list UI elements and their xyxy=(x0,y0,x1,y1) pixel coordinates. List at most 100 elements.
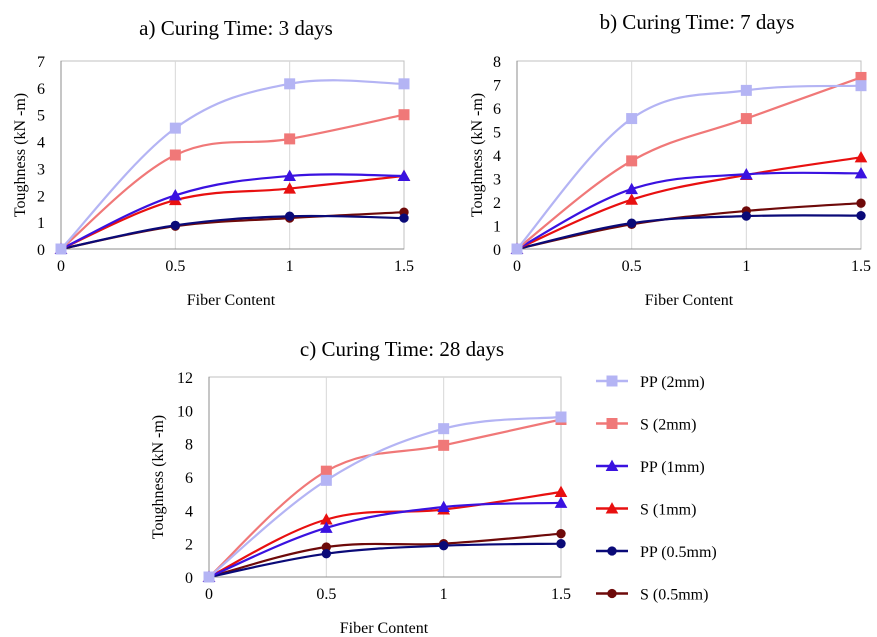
x-tick-label-b: 0 xyxy=(513,258,521,275)
series-line-c-5 xyxy=(208,532,562,579)
data-point-a-3 xyxy=(283,182,296,194)
data-point-a-4 xyxy=(170,220,181,231)
data-point-a-2 xyxy=(283,169,296,182)
data-point-c-0 xyxy=(320,474,332,486)
legend-item: PP (1mm) xyxy=(596,459,705,476)
data-point-c-4 xyxy=(438,540,449,551)
data-point-b-2 xyxy=(854,167,868,179)
y-tick-label-c: 0 xyxy=(185,570,193,587)
data-point-b-0 xyxy=(511,243,523,255)
legend-label: PP (2mm) xyxy=(640,374,705,391)
plot-marks-c: 0 0.5 1 1.5 0 2 4 6 8 10 12 xyxy=(177,370,571,603)
data-point-c-0 xyxy=(438,423,450,435)
chart-panel-b: b) Curing Time: 7 days Fiber Content Tou… xyxy=(469,10,871,309)
y-axis-label-a: Toughness (kN -m) xyxy=(12,93,29,217)
y-tick-label-a: 1 xyxy=(37,215,45,232)
series-line-a-2 xyxy=(60,173,405,250)
x-tick-label-c: 1.5 xyxy=(551,586,571,603)
x-tick-label-b: 1 xyxy=(742,258,750,275)
data-point-a-0 xyxy=(284,78,296,90)
legend-item: S (0.5mm) xyxy=(596,587,708,604)
legend-circle-marker xyxy=(607,546,617,556)
legend-label: S (1mm) xyxy=(640,502,696,519)
y-tick-label-b: 1 xyxy=(493,219,501,236)
chart-title-c: c) Curing Time: 28 days xyxy=(300,337,504,361)
y-tick-label-b: 6 xyxy=(493,101,501,118)
x-tick-label-b: 1.5 xyxy=(851,258,871,275)
data-point-c-1 xyxy=(320,465,332,477)
data-point-b-1 xyxy=(626,155,638,167)
y-tick-label-a: 7 xyxy=(37,54,45,71)
legend-item: PP (0.5mm) xyxy=(596,544,717,561)
chart-title-b: b) Curing Time: 7 days xyxy=(600,10,795,34)
y-tick-label-a: 3 xyxy=(37,161,45,178)
legend-square-marker xyxy=(606,375,618,387)
x-tick-label-a: 1 xyxy=(286,258,294,275)
y-tick-label-a: 4 xyxy=(37,135,45,152)
y-tick-label-b: 3 xyxy=(493,172,501,189)
chart-title-a: a) Curing Time: 3 days xyxy=(139,16,333,40)
data-point-c-4 xyxy=(321,548,332,559)
data-point-a-0 xyxy=(55,243,67,255)
data-point-a-0 xyxy=(169,122,181,134)
legend-item: S (2mm) xyxy=(596,417,696,434)
legend-square-marker xyxy=(606,418,618,429)
y-tick-label-c: 6 xyxy=(185,470,193,487)
data-point-b-3 xyxy=(854,151,868,163)
series-line-a-4 xyxy=(60,214,405,251)
legend-label: S (0.5mm) xyxy=(640,587,708,604)
series-line-b-2 xyxy=(516,171,862,250)
data-point-a-4 xyxy=(284,211,295,221)
chart-panel-a: a) Curing Time: 3 days Fiber Content Tou… xyxy=(12,16,414,309)
y-tick-label-b: 2 xyxy=(493,195,501,212)
series-line-b-3 xyxy=(516,156,862,251)
plot-marks-b: 0 0.5 1 1.5 0 1 2 3 4 5 6 7 8 xyxy=(493,54,871,275)
plot-area-b xyxy=(516,60,862,250)
data-point-a-1 xyxy=(284,133,296,145)
series-line-b-0 xyxy=(516,84,862,250)
data-point-c-2 xyxy=(437,500,450,513)
data-point-c-2 xyxy=(320,521,333,533)
chart-panel-c: c) Curing Time: 28 days Fiber Content To… xyxy=(150,337,571,637)
x-tick-label-a: 1.5 xyxy=(394,258,414,275)
y-tick-label-a: 6 xyxy=(37,81,45,98)
series-line-a-5 xyxy=(60,211,405,251)
data-point-a-1 xyxy=(169,149,181,161)
x-tick-label-c: 0 xyxy=(205,586,213,603)
y-axis-label-b: Toughness (kN -m) xyxy=(469,93,486,217)
data-point-b-4 xyxy=(626,218,637,228)
y-tick-label-c: 10 xyxy=(177,403,193,420)
data-point-b-1 xyxy=(740,113,752,125)
legend-label: PP (1mm) xyxy=(640,459,705,476)
series-line-a-1 xyxy=(60,113,405,250)
data-point-a-2 xyxy=(397,169,411,182)
x-tick-label-a: 0.5 xyxy=(165,258,185,275)
data-point-c-2 xyxy=(554,496,568,508)
legend-circle-marker xyxy=(607,588,617,599)
y-tick-label-b: 5 xyxy=(493,125,501,142)
data-point-c-0 xyxy=(203,571,215,583)
plot-marks-a: 0 0.5 1 1.5 0 1 2 3 4 5 6 7 xyxy=(37,54,414,275)
y-tick-label-c: 4 xyxy=(185,503,193,520)
data-point-b-1 xyxy=(855,71,867,83)
series-line-a-0 xyxy=(60,79,405,250)
x-tick-label-c: 1 xyxy=(440,586,448,603)
y-tick-label-a: 0 xyxy=(37,242,45,259)
series-line-c-2 xyxy=(208,501,562,579)
y-axis-label-c: Toughness (kN -m) xyxy=(150,415,167,539)
data-point-b-0 xyxy=(740,84,752,96)
x-tick-label-b: 0.5 xyxy=(622,258,642,275)
data-point-b-3 xyxy=(625,193,638,205)
y-tick-label-c: 2 xyxy=(185,537,193,554)
data-point-b-2 xyxy=(625,182,638,195)
data-point-b-4 xyxy=(741,211,752,221)
data-point-c-5 xyxy=(321,542,332,552)
y-tick-label-c: 8 xyxy=(185,437,193,454)
data-point-c-4 xyxy=(556,538,566,549)
y-tick-label-b: 8 xyxy=(493,54,501,71)
data-point-a-0 xyxy=(398,78,410,90)
x-axis-label-b: Fiber Content xyxy=(645,292,734,309)
x-axis-label-a: Fiber Content xyxy=(187,292,276,309)
legend-triangle-marker xyxy=(605,459,619,472)
